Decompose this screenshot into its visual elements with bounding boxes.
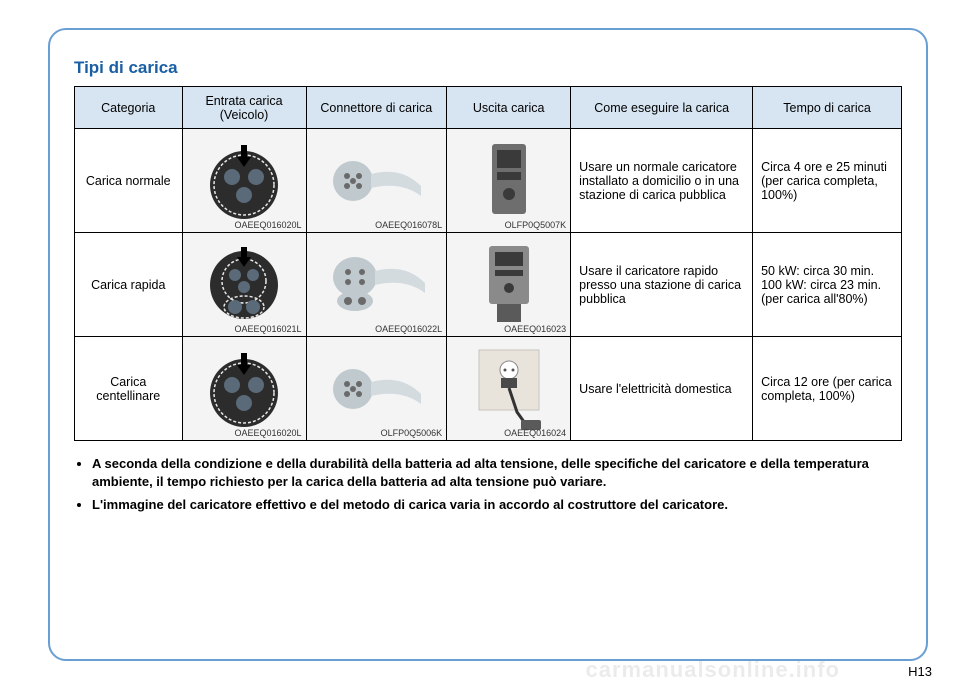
connector-image-cell: OLFP0Q5006K	[306, 337, 447, 441]
watermark: carmanualsonline.info	[586, 657, 841, 683]
time-cell: Circa 12 ore (per carica completa, 100%)	[753, 337, 902, 441]
connector-icon	[321, 245, 431, 325]
page-frame: Tipi di carica Categoria Entrata carica …	[48, 28, 928, 661]
image-code: OAEEQ016024	[504, 428, 566, 438]
note-item: L'immagine del caricatore effettivo e de…	[92, 496, 902, 514]
category-cell: Carica centellinare	[75, 337, 183, 441]
inlet-image-cell: OAEEQ016020L	[182, 337, 306, 441]
notes-list: A seconda della condizione e della durab…	[74, 455, 902, 514]
time-cell: 50 kW: circa 30 min. 100 kW: circa 23 mi…	[753, 233, 902, 337]
header-inlet: Entrata carica (Veicolo)	[182, 87, 306, 129]
image-code: OAEEQ016020L	[234, 428, 301, 438]
image-code: OAEEQ016078L	[375, 220, 442, 230]
station-icon	[469, 240, 549, 330]
outlet-image-cell: OLFP0Q5007K	[447, 129, 571, 233]
category-cell: Carica rapida	[75, 233, 183, 337]
category-cell: Carica normale	[75, 129, 183, 233]
station-icon	[474, 136, 544, 226]
note-item: A seconda della condizione e della durab…	[92, 455, 902, 490]
inlet-icon	[199, 245, 289, 325]
inlet-icon	[199, 141, 289, 221]
header-outlet: Uscita carica	[447, 87, 571, 129]
connector-icon	[321, 354, 431, 424]
image-code: OAEEQ016023	[504, 324, 566, 334]
inlet-icon	[199, 349, 289, 429]
connector-image-cell: OAEEQ016078L	[306, 129, 447, 233]
table-header-row: Categoria Entrata carica (Veicolo) Conne…	[75, 87, 902, 129]
table-row: Carica centellinare OAEEQ016020L	[75, 337, 902, 441]
time-cell: Circa 4 ore e 25 minuti (per carica comp…	[753, 129, 902, 233]
wall-outlet-icon	[469, 344, 549, 434]
charge-types-table: Categoria Entrata carica (Veicolo) Conne…	[74, 86, 902, 441]
image-code: OLFP0Q5007K	[505, 220, 567, 230]
header-time: Tempo di carica	[753, 87, 902, 129]
table-row: Carica normale OAEEQ016020L	[75, 129, 902, 233]
page-number: H13	[908, 664, 932, 679]
howto-cell: Usare il caricatore rapido presso una st…	[571, 233, 753, 337]
outlet-image-cell: OAEEQ016024	[447, 337, 571, 441]
image-code: OAEEQ016022L	[375, 324, 442, 334]
inlet-image-cell: OAEEQ016021L	[182, 233, 306, 337]
image-code: OLFP0Q5006K	[381, 428, 443, 438]
header-category: Categoria	[75, 87, 183, 129]
header-connector: Connettore di carica	[306, 87, 447, 129]
image-code: OAEEQ016020L	[234, 220, 301, 230]
image-code: OAEEQ016021L	[234, 324, 301, 334]
header-howto: Come eseguire la carica	[571, 87, 753, 129]
connector-icon	[321, 146, 431, 216]
table-row: Carica rapida	[75, 233, 902, 337]
outlet-image-cell: OAEEQ016023	[447, 233, 571, 337]
inlet-image-cell: OAEEQ016020L	[182, 129, 306, 233]
section-title: Tipi di carica	[74, 58, 902, 78]
howto-cell: Usare l'elettricità domestica	[571, 337, 753, 441]
connector-image-cell: OAEEQ016022L	[306, 233, 447, 337]
howto-cell: Usare un normale caricatore installato a…	[571, 129, 753, 233]
